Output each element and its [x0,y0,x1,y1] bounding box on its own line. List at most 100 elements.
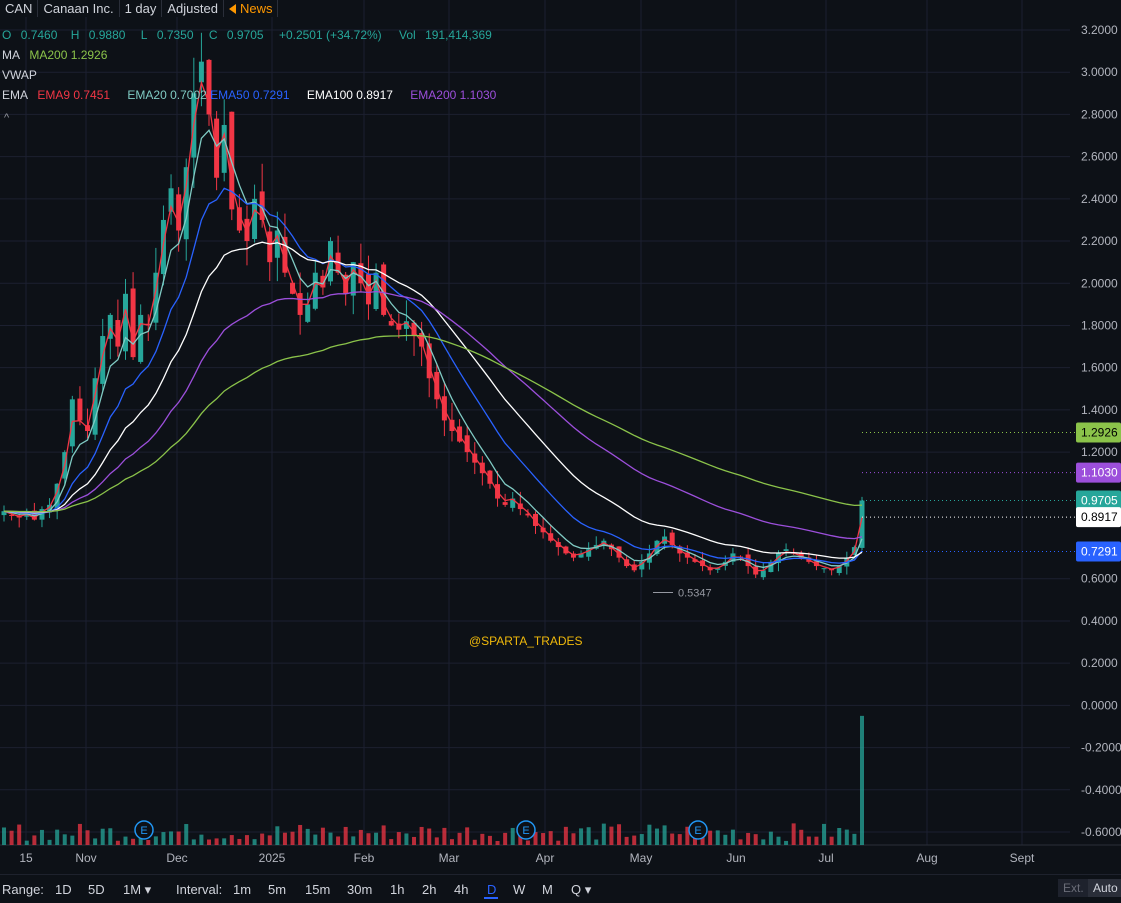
news-label: News [239,1,273,16]
extended-hours-toggle[interactable]: Ext. [1058,879,1089,897]
volume-bar [191,839,196,845]
low-label: L 0.7350 [141,28,200,42]
candle-body [457,426,463,442]
interval-m[interactable]: M [542,882,553,897]
candle-body [168,188,174,212]
volume-bar [396,832,401,845]
volume-bar [662,825,667,845]
symbol-ticker[interactable]: CAN [0,0,39,17]
interval-w[interactable]: W [513,882,526,897]
vwap-legend[interactable]: VWAP [2,68,43,82]
volume-bar [298,824,303,845]
volume-label: Vol 191,414,369 [399,28,498,42]
candle-body [426,343,432,379]
range-1d[interactable]: 1D [55,882,72,897]
time-tick-label: Dec [166,851,187,865]
interval-1h[interactable]: 1h [390,882,405,897]
candle-body [639,561,645,570]
volume-bar [161,832,166,845]
news-button[interactable]: News [224,0,279,17]
volume-bar [548,831,553,845]
candle-body [783,549,789,552]
price-tick-label: 0.4000 [1081,614,1118,628]
earnings-marker-icon [134,820,154,840]
candle-body [305,304,311,322]
time-tick-label: Aug [916,851,937,865]
candle-body [92,378,98,435]
candle-body [206,59,212,115]
volume-bar [730,829,735,845]
earnings-marker-icon [688,820,708,840]
time-tick-label: May [630,851,653,865]
interval-5m[interactable]: 5m [268,882,287,897]
candle-body [654,540,660,555]
volume-bar [237,838,242,845]
price-tick-label: 2.8000 [1081,107,1118,121]
volume-bar [184,824,189,845]
price-chart[interactable]: 3.2000 3.0000 2.8000 2.6000 2.4000 2.2000 2.00… [0,0,1121,874]
candle-body [419,333,425,347]
volume-bar [518,835,523,845]
volume-bar [510,827,515,845]
candle-body [487,470,493,484]
ema50-value: EMA50 0.7291 [210,88,290,102]
range-1m[interactable]: 1M ▾ [123,882,152,897]
volume-bar [632,835,637,845]
candle-body [153,272,159,323]
ohlc-legend: O 0.7460 H 0.9880 L 0.7350 C 0.9705 +0.2… [2,28,504,42]
time-tick-label: Nov [75,851,96,865]
candle-body [760,570,766,578]
volume-bar [822,823,827,845]
interval-q[interactable]: Q ▾ [571,882,592,897]
ma-legend[interactable]: MA MA200 1.2926 [2,48,113,62]
volume-bar [563,826,568,845]
interval-selector[interactable]: 1 day [120,0,163,17]
volume-bar [389,839,394,845]
adjust-toggle[interactable]: Adjusted [162,0,224,17]
volume-bar [609,826,614,845]
volume-bar [457,832,462,845]
ema-legend[interactable]: EMA EMA9 0.7451 EMA20 0.7002 EMA50 0.729… [2,88,502,102]
volume-bar [146,839,151,845]
candle-body [434,371,440,400]
collapse-legend-icon[interactable]: ^ [4,112,10,124]
candle-body [1,511,7,516]
volume-bar [419,826,424,845]
volume-bar [47,839,52,845]
volume-bar [366,833,371,845]
volume-bar [404,833,409,845]
candle-body [115,320,121,347]
candle-body [836,566,842,573]
volume-bar [55,829,60,845]
interval-1m[interactable]: 1m [233,882,252,897]
volume-bar [723,834,728,845]
time-tick-label: Jun [726,851,745,865]
volume-bar [374,832,379,845]
price-tick-label: 2.6000 [1081,150,1118,164]
interval-30m[interactable]: 30m [347,882,373,897]
volume-bar [229,835,234,845]
ma200-value: MA200 1.2926 [29,48,108,62]
earnings-marker-label: E [140,825,147,837]
volume-bar [17,824,22,845]
volume-tag: Vol [399,28,416,42]
auto-scale-toggle[interactable]: Auto [1088,879,1121,897]
price-label-text: 0.7291 [1081,544,1118,558]
range-5d[interactable]: 5D [88,882,105,897]
volume-bar [791,823,796,845]
interval-15m[interactable]: 15m [305,882,331,897]
time-tick-label: Jul [818,851,833,865]
volume-bar [480,833,485,845]
ma200-line [3,334,863,513]
volume-bar [39,829,44,845]
volume-bar [806,836,811,845]
volume-bar [541,833,546,845]
volume-bar [465,827,470,845]
volume-bar [199,834,204,845]
interval-2h[interactable]: 2h [422,882,437,897]
candle-body [138,314,144,362]
interval-4h[interactable]: 4h [454,882,469,897]
interval-d[interactable]: D [487,882,497,897]
time-tick-label: Sept [1010,851,1035,865]
price-tick-label: -0.2000 [1081,741,1121,755]
